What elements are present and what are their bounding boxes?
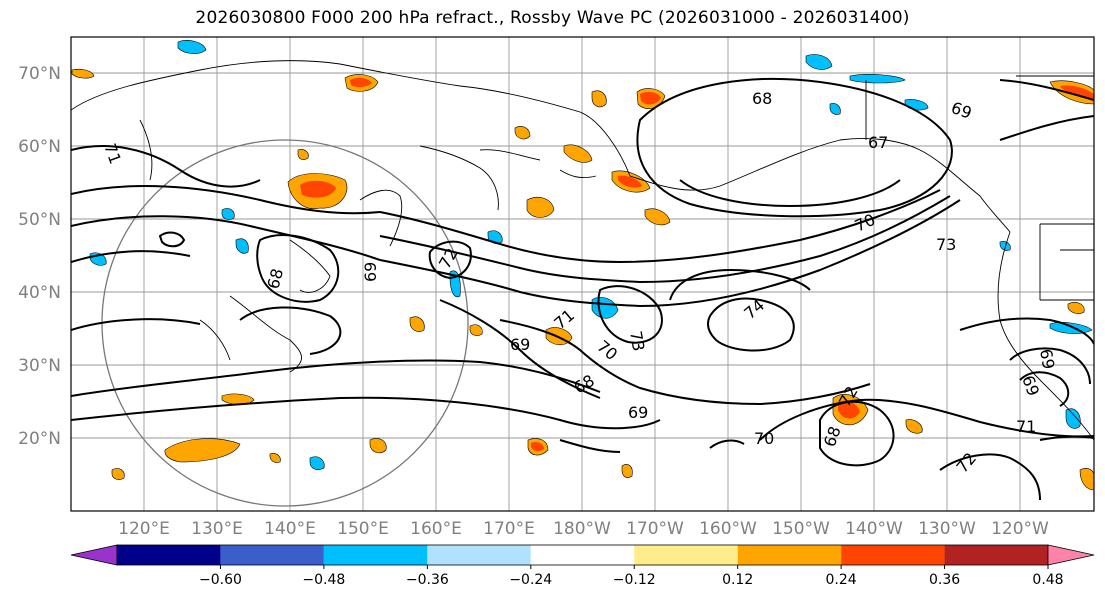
colorbar-tick-label: 0.24 bbox=[826, 572, 857, 588]
contour-label: 68 bbox=[820, 424, 845, 450]
colorbar-tick-label: −0.60 bbox=[199, 572, 242, 588]
lon-label: 160°W bbox=[699, 519, 757, 539]
contour-label: 68 bbox=[571, 371, 598, 398]
lon-label: 120°E bbox=[118, 519, 170, 539]
coastlines bbox=[71, 60, 1094, 441]
colorbar-segment bbox=[634, 545, 738, 565]
colorbar-segment bbox=[220, 545, 324, 565]
colorbar-tick-label: 0.48 bbox=[1032, 572, 1063, 588]
contour-label: 71 bbox=[100, 141, 125, 167]
lon-label: 120°W bbox=[991, 519, 1049, 539]
contour-label: 71 bbox=[1016, 417, 1036, 436]
colorbar-segment bbox=[737, 545, 842, 565]
lat-label: 70°N bbox=[18, 64, 61, 84]
contour-label: 68 bbox=[752, 89, 772, 108]
colorbar-extend-low bbox=[70, 544, 118, 566]
lon-label: 170°W bbox=[626, 519, 684, 539]
latitude-axis: 70°N 60°N 50°N 40°N 30°N 20°N bbox=[18, 64, 61, 449]
gridlines bbox=[71, 37, 1094, 511]
contour-label: 70 bbox=[754, 429, 774, 448]
contour-label: 69 bbox=[1036, 347, 1058, 370]
map-area: 68 69 67 70 73 74 72 71 68 69 68 69 69 7… bbox=[71, 37, 1094, 511]
colorbar-tick-label: −0.48 bbox=[302, 572, 345, 588]
colorbar-segment bbox=[323, 545, 428, 565]
colorbar-tick-label: −0.24 bbox=[509, 572, 552, 588]
colorbar-tick-label: 0.12 bbox=[722, 572, 753, 588]
lat-label: 60°N bbox=[18, 137, 61, 157]
lon-label: 130°E bbox=[191, 519, 243, 539]
contour-label: 73 bbox=[936, 235, 956, 254]
contour-label: 73 bbox=[626, 329, 648, 352]
lon-label: 180°W bbox=[553, 519, 611, 539]
lat-label: 30°N bbox=[18, 356, 61, 376]
colorbar: −0.60 −0.48 −0.36 −0.24 −0.12 0.12 0.24 0.36 0.4… bbox=[70, 544, 1095, 588]
lat-label: 20°N bbox=[18, 429, 61, 449]
lon-label: 170°E bbox=[483, 519, 535, 539]
colorbar-segment bbox=[841, 545, 945, 565]
colorbar-extend-high bbox=[1047, 544, 1095, 566]
contour-label: 74 bbox=[740, 295, 768, 323]
contour-lines bbox=[71, 77, 1094, 501]
map-title: 2026030800 F000 200 hPa refract., Rossby… bbox=[195, 8, 910, 28]
lon-label: 150°E bbox=[337, 519, 389, 539]
contour-label: 68 bbox=[264, 266, 288, 291]
contour-label: 67 bbox=[868, 133, 888, 152]
lon-label: 130°W bbox=[918, 519, 976, 539]
colorbar-tick-label: 0.36 bbox=[929, 572, 960, 588]
contour-label: 72 bbox=[953, 449, 981, 477]
colorbar-segment bbox=[427, 545, 531, 565]
colorbar-tick-label: −0.12 bbox=[613, 572, 656, 588]
contour-label: 70 bbox=[593, 337, 621, 365]
colorbar-segment bbox=[944, 545, 1048, 565]
contour-label: 69 bbox=[510, 335, 530, 354]
longitude-axis: 120°E 130°E 140°E 150°E 160°E 170°E 180°… bbox=[118, 519, 1049, 539]
lon-label: 140°W bbox=[845, 519, 903, 539]
lat-label: 40°N bbox=[18, 283, 61, 303]
contour-label: 69 bbox=[361, 262, 380, 282]
anomaly-patches bbox=[71, 40, 1094, 491]
colorbar-tick-label: −0.36 bbox=[406, 572, 449, 588]
contour-label: 69 bbox=[949, 98, 975, 123]
lon-label: 150°W bbox=[772, 519, 830, 539]
lat-label: 50°N bbox=[18, 210, 61, 230]
contour-label: 69 bbox=[1018, 373, 1043, 399]
colorbar-segment bbox=[117, 545, 221, 565]
lon-label: 160°E bbox=[410, 519, 462, 539]
map-frame bbox=[70, 36, 1095, 512]
lon-label: 140°E bbox=[264, 519, 316, 539]
colorbar-segment bbox=[530, 545, 635, 565]
contour-label: 69 bbox=[628, 403, 648, 422]
